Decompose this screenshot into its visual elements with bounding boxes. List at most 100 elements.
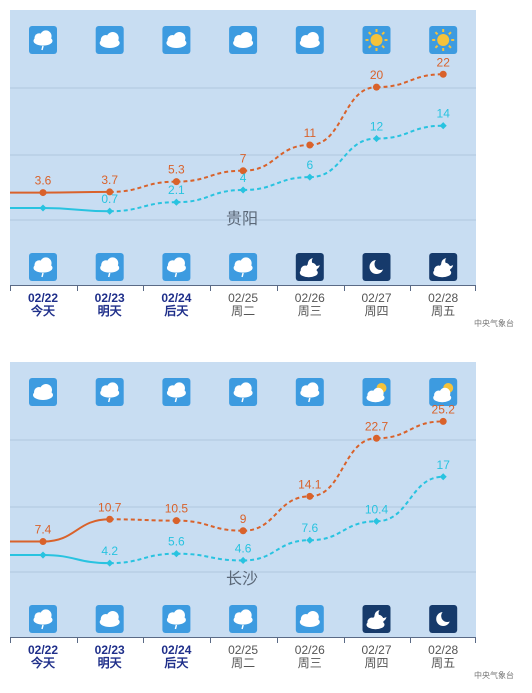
light-rain-icon xyxy=(229,253,258,281)
cloudy-icon xyxy=(95,605,124,633)
high-value-label: 20 xyxy=(370,68,384,82)
light-rain-icon xyxy=(229,378,258,406)
low-value-label: 4.2 xyxy=(101,544,118,558)
high-value-label: 10.5 xyxy=(165,502,189,516)
date-text: 02/23 xyxy=(94,643,125,657)
axis-line xyxy=(10,637,476,638)
forecast-panel-changsha: 长沙 7.4 10.7 10.5 9 14.1 22.7 25.2 4.2 5.6 4.6 7.6 10… xyxy=(0,352,532,692)
low-point xyxy=(306,536,314,544)
high-value-label: 14.1 xyxy=(298,477,322,491)
axis-tick xyxy=(343,637,345,643)
high-point xyxy=(373,434,380,442)
sunny-icon xyxy=(429,26,458,54)
axis-tick xyxy=(210,637,212,643)
weekday-text: 今天 xyxy=(30,656,55,670)
light-rain-icon xyxy=(229,605,258,633)
weekday-text: 周五 xyxy=(431,656,456,670)
weekday-text: 今天 xyxy=(30,304,55,318)
high-value-label: 5.3 xyxy=(168,163,185,177)
date-label: 02/25 周二 xyxy=(210,644,276,670)
cloudy-icon xyxy=(295,26,324,54)
date-text: 02/28 xyxy=(428,291,459,305)
axis-tick xyxy=(10,285,11,291)
partly-cloudy-icon xyxy=(429,378,458,406)
low-point xyxy=(39,204,47,212)
date-label: 02/26 周三 xyxy=(277,644,343,670)
weekday-text: 周二 xyxy=(231,656,256,670)
low-line-segment xyxy=(42,207,110,213)
low-point xyxy=(172,550,180,558)
low-point xyxy=(372,517,381,525)
date-axis: 02/22 今天 02/23 明天 02/24 后天 02/25 周二 02/26 周三 02/27… xyxy=(10,637,476,684)
date-label: 02/24 后天 xyxy=(143,292,209,318)
date-text: 02/26 xyxy=(294,291,325,305)
high-point xyxy=(239,167,247,175)
axis-tick xyxy=(475,637,476,643)
high-value-label: 25.2 xyxy=(432,402,456,416)
date-label: 02/23 明天 xyxy=(77,644,143,670)
weekday-text: 周四 xyxy=(364,304,389,318)
low-value-label: 6 xyxy=(306,158,313,172)
low-point xyxy=(106,559,114,567)
low-point xyxy=(239,186,247,194)
low-line-segment xyxy=(42,554,110,565)
high-point xyxy=(106,188,114,196)
light-rain-icon xyxy=(29,26,57,54)
date-text: 02/27 xyxy=(361,643,392,657)
low-value-label: 12 xyxy=(370,120,384,134)
partly-cloudy-night-icon xyxy=(295,253,324,281)
high-value-label: 10.7 xyxy=(98,500,122,514)
light-rain-icon xyxy=(162,605,191,633)
date-label: 02/27 周四 xyxy=(344,644,410,670)
low-point xyxy=(439,122,447,130)
date-label: 02/28 周五 xyxy=(410,644,476,670)
high-line xyxy=(109,73,444,193)
date-label: 02/26 周三 xyxy=(277,292,343,318)
low-line xyxy=(109,475,444,565)
light-rain-icon xyxy=(29,253,57,281)
high-point xyxy=(306,141,314,149)
clear-night-icon xyxy=(429,605,458,633)
weekday-text: 明天 xyxy=(97,656,122,670)
high-value-label: 3.6 xyxy=(35,174,52,188)
date-text: 02/27 xyxy=(361,291,392,305)
temperature-chart: 长沙 7.4 10.7 10.5 9 14.1 22.7 25.2 4.2 5.6 4.6 7.6 10… xyxy=(10,362,476,637)
cloudy-icon xyxy=(95,26,124,54)
high-point xyxy=(439,70,447,78)
weekday-text: 周三 xyxy=(297,304,322,318)
partly-cloudy-night-icon xyxy=(429,253,458,281)
axis-tick xyxy=(276,285,278,291)
partly-cloudy-night-icon xyxy=(362,605,391,633)
low-point xyxy=(306,173,314,181)
low-point xyxy=(372,135,381,143)
light-rain-icon xyxy=(95,378,124,406)
date-label: 02/24 后天 xyxy=(143,644,209,670)
axis-tick xyxy=(76,637,78,643)
cloudy-icon xyxy=(29,378,57,406)
weekday-text: 周三 xyxy=(297,656,322,670)
source-label: 中央气象台 xyxy=(474,671,514,680)
low-line xyxy=(109,124,444,213)
partly-cloudy-icon xyxy=(362,378,391,406)
city-name: 贵阳 xyxy=(226,210,258,228)
high-point xyxy=(39,189,47,197)
axis-tick xyxy=(410,285,412,291)
date-label: 02/27 周四 xyxy=(344,292,410,318)
weekday-text: 明天 xyxy=(97,304,122,318)
axis-tick xyxy=(410,637,412,643)
sunny-icon xyxy=(362,26,391,54)
axis-tick xyxy=(343,285,345,291)
cloudy-icon xyxy=(229,26,258,54)
high-point xyxy=(106,515,114,523)
weekday-text: 周四 xyxy=(364,656,389,670)
high-value-label: 3.7 xyxy=(101,173,118,187)
axis-tick xyxy=(475,285,476,291)
high-line-segment xyxy=(42,518,110,543)
high-value-label: 7.4 xyxy=(35,523,52,537)
high-point xyxy=(39,538,47,546)
axis-tick xyxy=(276,637,278,643)
high-line xyxy=(109,420,444,532)
high-point xyxy=(239,527,247,535)
weekday-text: 周五 xyxy=(431,304,456,318)
date-text: 02/25 xyxy=(228,643,259,657)
